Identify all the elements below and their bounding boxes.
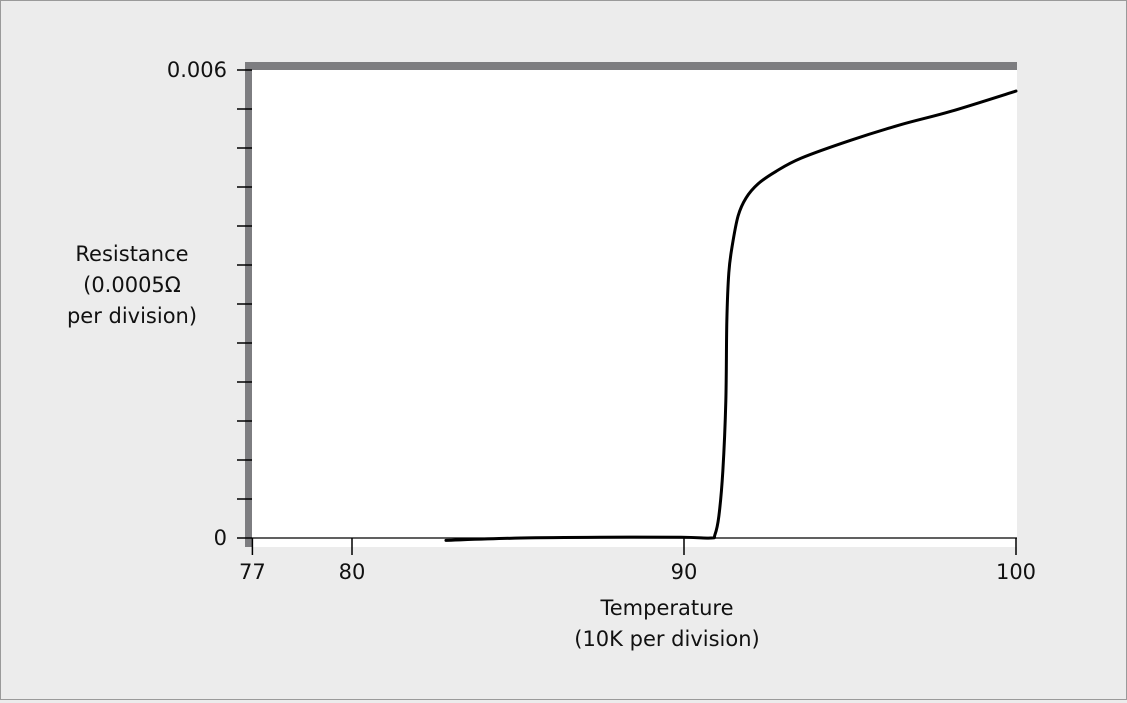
x-tick-label: 90 — [671, 560, 698, 584]
y-tick-label: 0 — [214, 526, 227, 550]
y-label-line-3: per division) — [67, 304, 197, 328]
x-tick-label: 77 — [239, 560, 266, 584]
x-tick-label: 80 — [339, 560, 366, 584]
resistance-curve — [444, 89, 1018, 542]
x-label-line-2: (10K per division) — [574, 627, 759, 651]
y-label-line-1: Resistance — [75, 242, 188, 266]
top-axis-frame — [245, 62, 1017, 70]
x-label-line-1: Temperature — [599, 596, 733, 620]
y-label-line-2: (0.0005Ω — [83, 273, 181, 297]
x-tick-label: 100 — [996, 560, 1036, 584]
y-tick-label: 0.006 — [167, 58, 227, 82]
plot-area — [252, 69, 1017, 547]
